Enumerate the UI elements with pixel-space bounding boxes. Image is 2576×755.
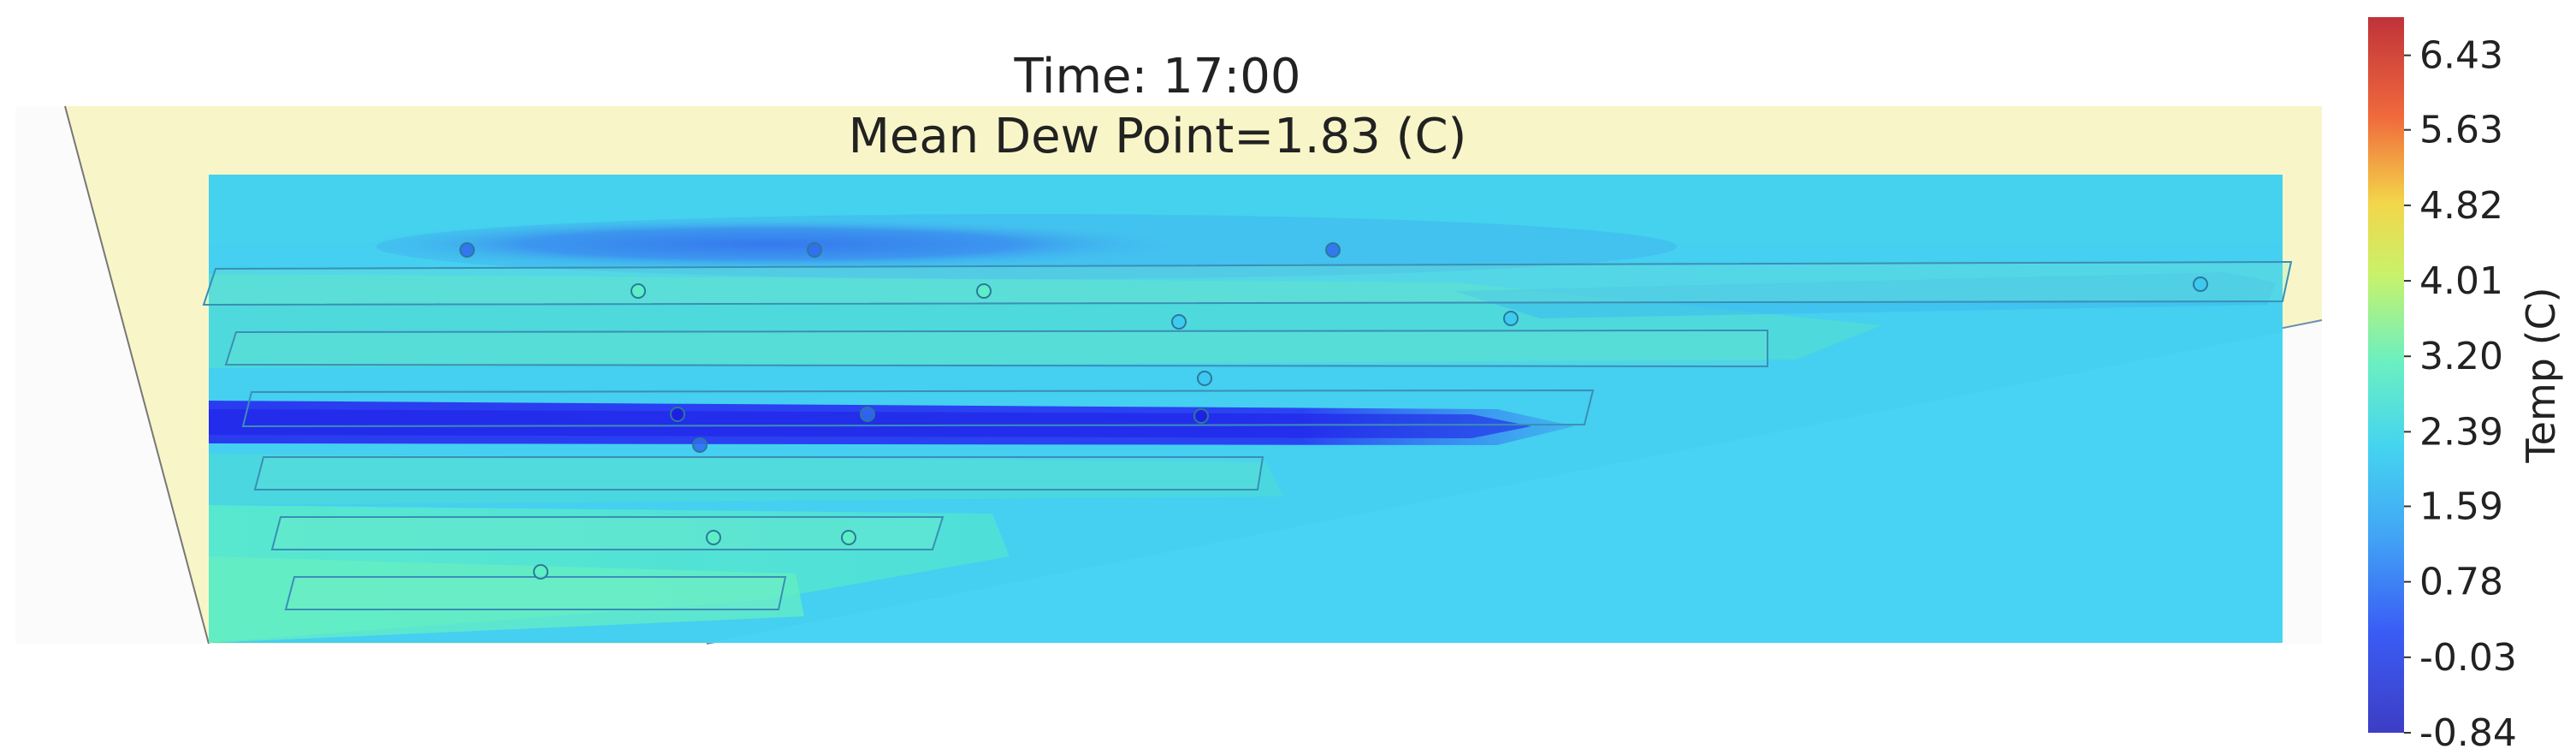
colorbar-tick-label: 1.59 [2419,485,2503,528]
colorbar-ticks: 6.43 5.63 4.82 4.01 3.20 2.39 1.59 0.78 -0.03 -0.… [2404,34,2517,755]
sensor-points [459,242,2208,580]
sensor-point [631,283,646,299]
sensor-point [1171,314,1187,330]
sensor-point [1325,242,1341,258]
sensor-point [706,530,721,545]
chart-title: Time: 17:00 [1013,49,1300,104]
colorbar-gradient [2368,17,2404,733]
sensor-point [807,242,822,258]
sensor-point [533,564,548,580]
sensor-point [2193,276,2208,292]
sensor-point [841,530,856,545]
desk-row-2 [224,329,1768,368]
colorbar-label: Temp (C) [2518,287,2564,463]
colorbar-tick-label: 4.82 [2419,184,2503,228]
sensor-point [692,437,708,453]
colorbar-tick-label: 6.43 [2419,34,2503,78]
heat-field [209,175,2283,643]
desk-rows [202,260,2293,610]
colorbar-tick-label: -0.03 [2419,636,2517,680]
colorbar-tick-label: -0.84 [2419,711,2517,755]
colorbar-tick-label: 3.20 [2419,335,2503,378]
sensor-point [860,407,875,422]
chart-subtitle: Mean Dew Point=1.83 (C) [849,109,1467,164]
sensor-point [1503,311,1519,326]
desk-row-3 [241,389,1595,428]
colorbar-tick-label: 2.39 [2419,410,2503,454]
sensor-point [1193,408,1209,424]
colorbar: 6.43 5.63 4.82 4.01 3.20 2.39 1.59 0.78 -0.03 -0.… [2368,17,2564,755]
sensor-point [1197,371,1212,386]
colorbar-tick-label: 0.78 [2419,561,2503,604]
sensor-point [976,283,992,299]
colorbar-tick-label: 5.63 [2419,109,2503,152]
desk-row-1 [202,260,2293,306]
sensor-point [459,242,475,258]
colorbar-tick-label: 4.01 [2419,259,2503,303]
desk-row-6 [284,576,787,610]
sensor-point [670,407,685,422]
desk-row-4 [253,456,1264,490]
desk-row-5 [270,516,945,550]
